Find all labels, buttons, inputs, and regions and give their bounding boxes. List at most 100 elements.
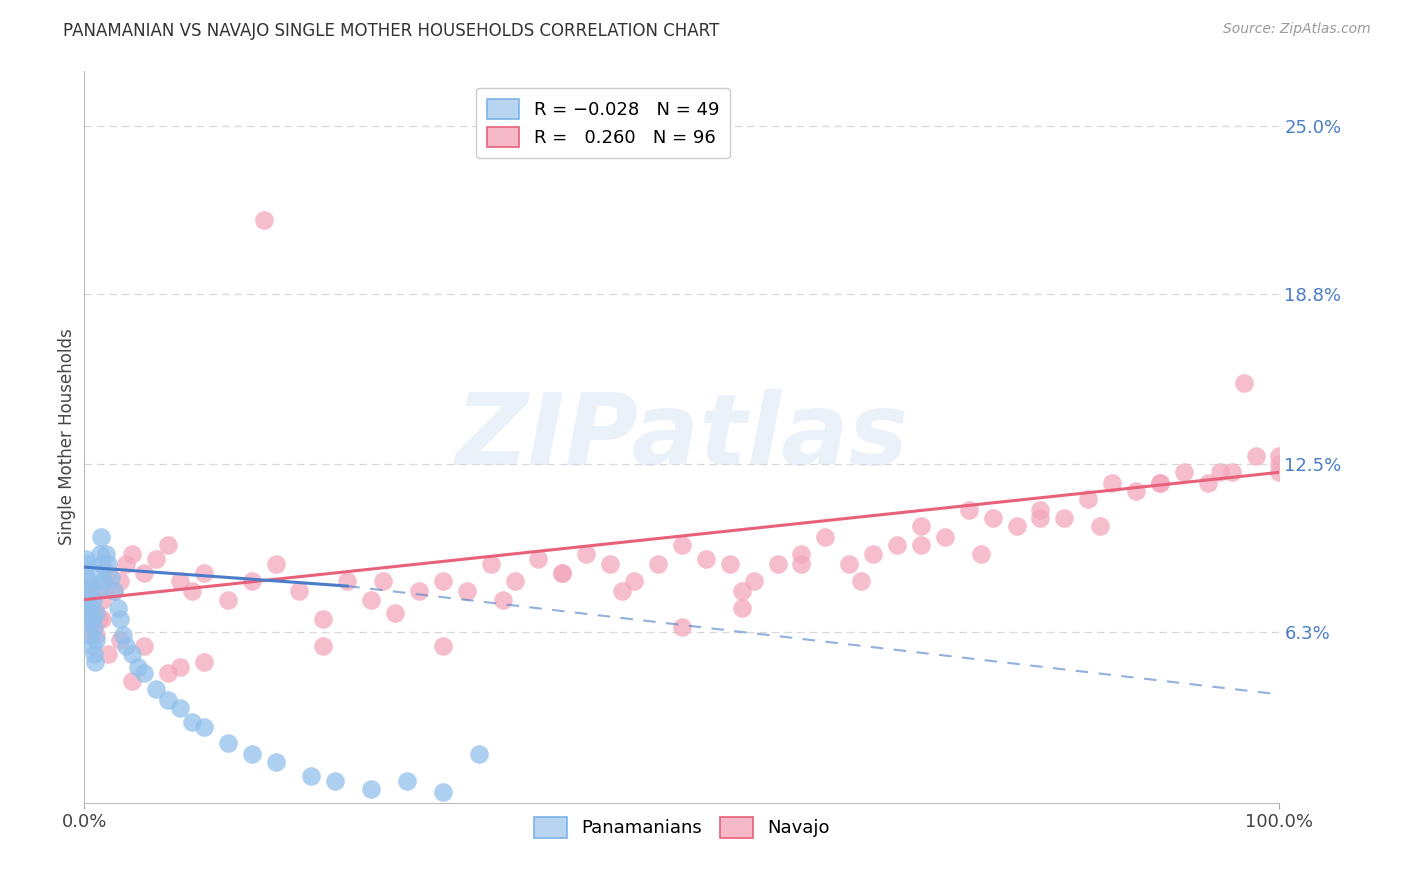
Point (77, 574, 100, 588)
Point (360, 592, 382, 607)
Point (981, 511, 1004, 525)
Point (132, 639, 156, 653)
Point (100, 571, 122, 585)
Y-axis label: Single Mother Households: Single Mother Households (58, 329, 76, 545)
Point (132, 566, 156, 580)
Point (671, 538, 693, 552)
Point (76, 558, 98, 572)
Point (1053, 511, 1076, 525)
Point (1149, 476, 1171, 491)
Point (82, 592, 104, 607)
Point (612, 584, 634, 599)
Point (107, 600, 129, 615)
Point (838, 558, 860, 572)
Point (157, 693, 180, 707)
Point (79, 600, 101, 615)
Point (193, 720, 215, 734)
Point (479, 558, 502, 572)
Point (456, 584, 478, 599)
Point (1173, 465, 1195, 479)
Point (77, 579, 100, 593)
Point (695, 552, 717, 566)
Point (731, 584, 754, 599)
Point (264, 558, 287, 572)
Point (169, 660, 191, 674)
Point (862, 547, 884, 561)
Point (127, 660, 149, 674)
Point (91, 558, 114, 572)
Point (1268, 457, 1291, 471)
Point (253, 213, 276, 227)
Point (80, 600, 103, 615)
Point (145, 552, 167, 566)
Point (79, 628, 101, 642)
Point (790, 547, 813, 561)
Text: Source: ZipAtlas.com: Source: ZipAtlas.com (1223, 22, 1371, 37)
Point (91, 611, 114, 625)
Point (76, 592, 98, 607)
Point (1209, 465, 1232, 479)
Point (93, 574, 115, 588)
Point (1125, 484, 1147, 499)
Point (790, 558, 813, 572)
Point (731, 600, 754, 615)
Point (432, 574, 454, 588)
Point (432, 639, 454, 653)
Point (83, 584, 105, 599)
Point (1101, 476, 1123, 491)
Point (145, 681, 167, 696)
Point (83, 620, 105, 634)
Point (432, 785, 454, 799)
Point (115, 558, 138, 572)
Point (264, 755, 287, 769)
Point (77, 611, 100, 625)
Text: PANAMANIAN VS NAVAJO SINGLE MOTHER HOUSEHOLDS CORRELATION CHART: PANAMANIAN VS NAVAJO SINGLE MOTHER HOUSE… (63, 22, 720, 40)
Point (1268, 465, 1291, 479)
Point (169, 574, 191, 588)
Point (86, 606, 108, 620)
Point (80, 639, 103, 653)
Point (623, 574, 645, 588)
Point (551, 566, 574, 580)
Point (94, 547, 117, 561)
Point (312, 639, 335, 653)
Point (1029, 511, 1052, 525)
Point (1244, 449, 1267, 463)
Point (97, 558, 120, 572)
Point (181, 584, 204, 599)
Point (157, 538, 180, 552)
Point (217, 592, 239, 607)
Point (111, 628, 134, 642)
Point (503, 574, 526, 588)
Point (103, 584, 125, 599)
Point (115, 639, 138, 653)
Point (80, 611, 103, 625)
Point (671, 620, 693, 634)
Point (373, 574, 395, 588)
Point (1220, 465, 1243, 479)
Point (1268, 449, 1291, 463)
Point (157, 665, 180, 680)
Point (1005, 519, 1028, 533)
Point (87, 566, 110, 580)
Point (851, 574, 873, 588)
Point (181, 714, 204, 729)
Point (766, 558, 789, 572)
Text: ZIPatlas: ZIPatlas (456, 389, 908, 485)
Point (1090, 519, 1112, 533)
Point (934, 530, 956, 544)
Point (86, 633, 108, 648)
Point (89, 547, 111, 561)
Point (75, 571, 97, 585)
Point (551, 566, 574, 580)
Point (396, 774, 419, 789)
Point (240, 574, 263, 588)
Point (360, 782, 382, 797)
Point (86, 584, 108, 599)
Point (121, 673, 143, 688)
Point (468, 747, 491, 761)
Point (91, 592, 114, 607)
Point (193, 655, 215, 669)
Point (301, 769, 323, 783)
Point (110, 574, 132, 588)
